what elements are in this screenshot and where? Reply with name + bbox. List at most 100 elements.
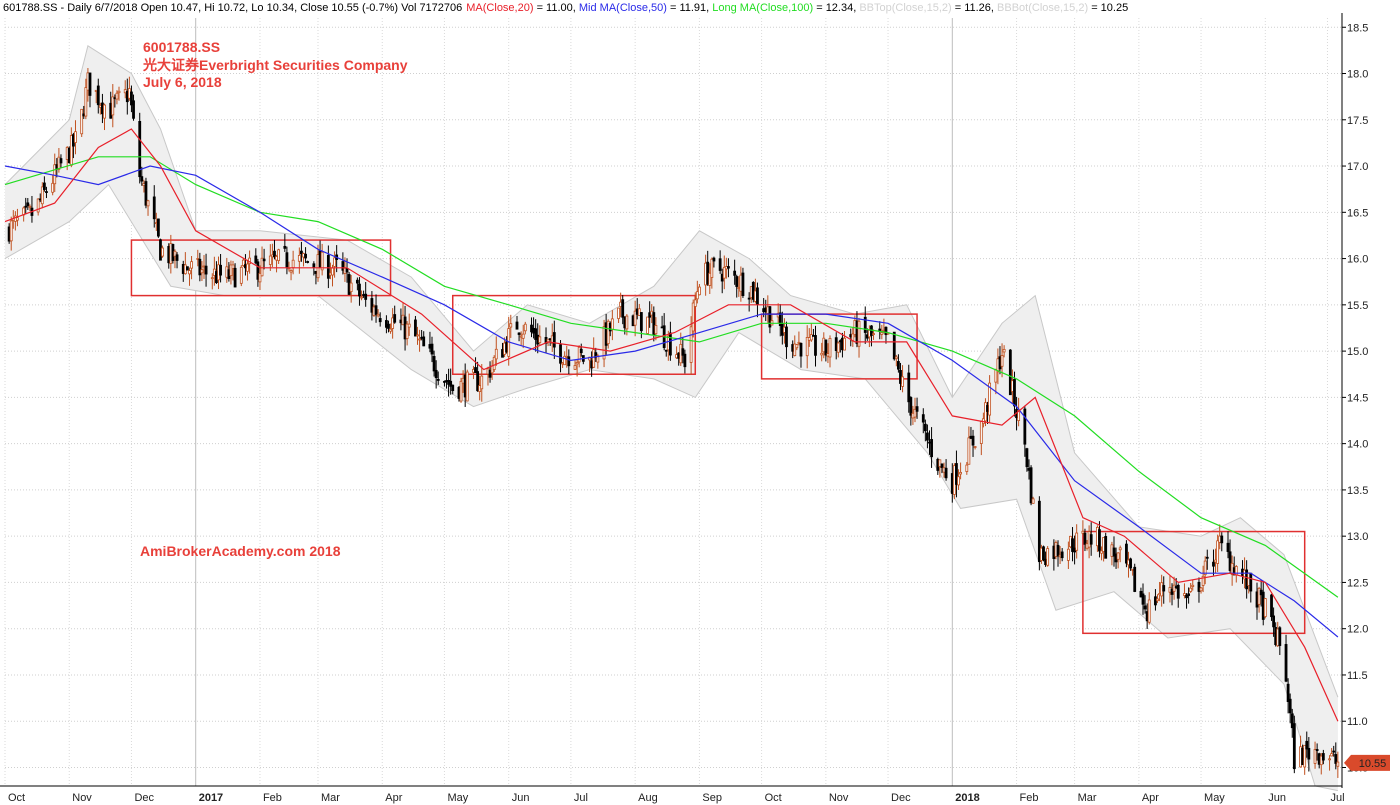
candle-body <box>521 333 525 339</box>
candle-body <box>333 257 336 267</box>
candle-body <box>509 323 513 328</box>
candle-body <box>1133 566 1137 592</box>
candle-body <box>797 341 801 344</box>
candle-body <box>923 423 927 432</box>
candle-body <box>289 270 293 273</box>
candle-body <box>1228 551 1232 571</box>
chart-header: 601788.SS - Daily 6/7/2018 Open 10.47, H… <box>3 2 1128 14</box>
candle-body <box>596 355 600 363</box>
candle-body <box>1046 548 1050 566</box>
candle-body <box>1189 587 1193 592</box>
ma20-line <box>4 128 1339 722</box>
header-ma20-label: MA(Close,20) <box>466 2 533 14</box>
candle-body <box>1191 584 1195 587</box>
candle-body <box>1328 758 1331 761</box>
x-tick-label: Aug <box>638 792 658 804</box>
candle-body <box>1212 561 1215 567</box>
candle-body <box>1118 547 1122 551</box>
candle-body <box>111 96 115 116</box>
candle-body <box>51 182 55 193</box>
candle-body <box>799 342 803 357</box>
candle-body <box>698 286 701 296</box>
candle-body <box>1183 593 1186 596</box>
candle-body <box>480 375 484 390</box>
x-tick-label: Jun <box>1268 792 1286 804</box>
candle-body <box>138 120 142 178</box>
candle-body <box>190 261 193 269</box>
candle-body <box>689 326 693 363</box>
y-tick-label: 13.5 <box>1347 485 1368 497</box>
candle-body <box>979 421 983 444</box>
y-axis: 10.511.011.512.012.513.013.514.014.515.0… <box>1341 13 1368 788</box>
candle-body <box>610 318 614 330</box>
candle-body <box>387 323 390 329</box>
candle-body <box>1330 753 1334 757</box>
candle-body <box>1008 349 1012 396</box>
candle-body <box>391 317 395 329</box>
candle-body <box>1216 540 1220 564</box>
candle-body <box>312 263 316 268</box>
candle-body <box>579 348 583 354</box>
candle-body <box>940 463 944 468</box>
candle-body <box>80 108 84 135</box>
range-box <box>1082 530 1306 635</box>
candle-body <box>967 437 971 465</box>
bollinger-upper <box>4 45 1339 698</box>
candle-body <box>1226 542 1230 552</box>
candle-body <box>233 267 237 288</box>
range-box <box>760 313 918 380</box>
x-tick-label: May <box>1204 792 1225 804</box>
last-price-tag: 10.55 <box>1344 754 1390 771</box>
candle-body <box>621 299 625 318</box>
candle-body <box>617 307 620 319</box>
candle-body <box>161 247 164 257</box>
candle-body <box>40 186 44 205</box>
x-tick-label: Apr <box>385 792 402 804</box>
candle-body <box>349 282 353 293</box>
candle-body <box>1060 551 1064 559</box>
candle-body <box>188 270 191 275</box>
price-tag-value: 10.55 <box>1359 758 1387 770</box>
candle-body <box>24 205 28 208</box>
candle-body <box>273 250 276 258</box>
y-tick-label: 17.0 <box>1347 161 1368 173</box>
candle-body <box>198 258 202 276</box>
candle-body <box>376 313 380 317</box>
candle-body <box>756 287 759 305</box>
candle-body <box>156 218 160 237</box>
candle-body <box>955 463 958 485</box>
y-tick-label: 14.0 <box>1347 439 1368 451</box>
candle-body <box>451 384 455 391</box>
candle-body <box>130 91 133 106</box>
candle-body <box>364 293 368 300</box>
candle-body <box>1017 409 1021 421</box>
candle-body <box>1307 747 1311 760</box>
candle-body <box>1197 581 1201 592</box>
candle-body <box>1104 536 1108 559</box>
candle-body <box>1334 754 1338 764</box>
candle-body <box>1170 588 1174 595</box>
x-tick-label: Feb <box>1020 792 1039 804</box>
price-tag-shape <box>1344 754 1390 771</box>
candle-body <box>768 306 772 328</box>
candle-body <box>793 343 797 356</box>
x-tick-label: Mar <box>1078 792 1097 804</box>
candle-body <box>16 217 19 221</box>
candle-body <box>639 312 643 332</box>
candle-body <box>1013 378 1016 407</box>
x-tick-label: Nov <box>72 792 92 804</box>
candle-body <box>652 312 656 335</box>
candle-body <box>84 87 88 117</box>
candle-body <box>664 349 668 352</box>
candle-body <box>795 344 799 349</box>
header-ma100-value: = 12.34, <box>813 2 859 14</box>
candle-body <box>175 254 179 261</box>
candle-body <box>824 339 828 356</box>
candle-body <box>422 336 426 347</box>
candle-body <box>913 408 917 418</box>
candle-body <box>971 435 975 446</box>
grid <box>4 18 1342 786</box>
candle-body <box>573 365 577 370</box>
candle-body <box>988 382 992 416</box>
